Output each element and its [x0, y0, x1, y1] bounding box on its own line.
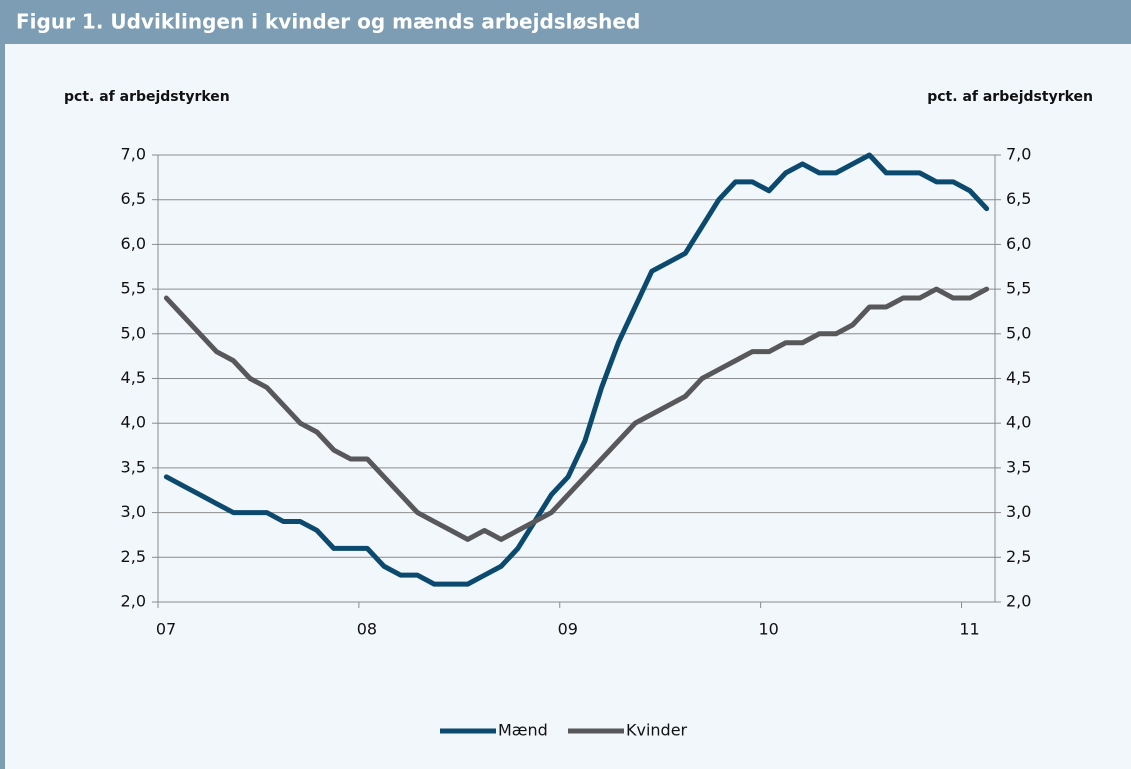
y2-tick-label: 5,5 [1006, 279, 1031, 298]
header-bar [0, 0, 1131, 44]
y2-tick-label: 2,0 [1006, 592, 1031, 611]
chart-title: Figur 1. Udviklingen i kvinder og mænds … [16, 10, 640, 34]
y-tick-label: 3,0 [121, 502, 146, 521]
y2-tick-label: 3,5 [1006, 457, 1031, 476]
legend-label: Kvinder [626, 721, 688, 740]
y2-axis-label: pct. af arbejdstyrken [927, 89, 1093, 105]
x-tick-label: 07 [156, 620, 176, 639]
y-tick-label: 6,5 [121, 189, 146, 208]
y-tick-label: 3,5 [121, 457, 146, 476]
y-tick-label: 2,5 [121, 547, 146, 566]
x-tick-label: 08 [357, 620, 377, 639]
y2-tick-label: 4,0 [1006, 413, 1031, 432]
left-border [0, 44, 5, 769]
y-tick-label: 7,0 [121, 145, 146, 164]
y-tick-label: 6,0 [121, 234, 146, 253]
y-tick-label: 2,0 [121, 592, 146, 611]
y-tick-label: 5,0 [121, 323, 146, 342]
y-tick-label: 5,5 [121, 279, 146, 298]
x-tick-label: 09 [558, 620, 578, 639]
y-tick-label: 4,0 [121, 413, 146, 432]
y2-tick-label: 7,0 [1006, 145, 1031, 164]
y2-tick-label: 6,5 [1006, 189, 1031, 208]
y2-tick-label: 6,0 [1006, 234, 1031, 253]
y2-tick-label: 2,5 [1006, 547, 1031, 566]
x-tick-label: 11 [959, 620, 979, 639]
series-line [163, 152, 990, 587]
y-axis-label: pct. af arbejdstyrken [64, 89, 230, 105]
y2-tick-label: 5,0 [1006, 323, 1031, 342]
x-tick-label: 10 [758, 620, 778, 639]
legend-label: Mænd [498, 721, 548, 740]
y2-tick-label: 3,0 [1006, 502, 1031, 521]
y2-tick-label: 4,5 [1006, 368, 1031, 387]
series-line [163, 286, 990, 542]
y-tick-label: 4,5 [121, 368, 146, 387]
